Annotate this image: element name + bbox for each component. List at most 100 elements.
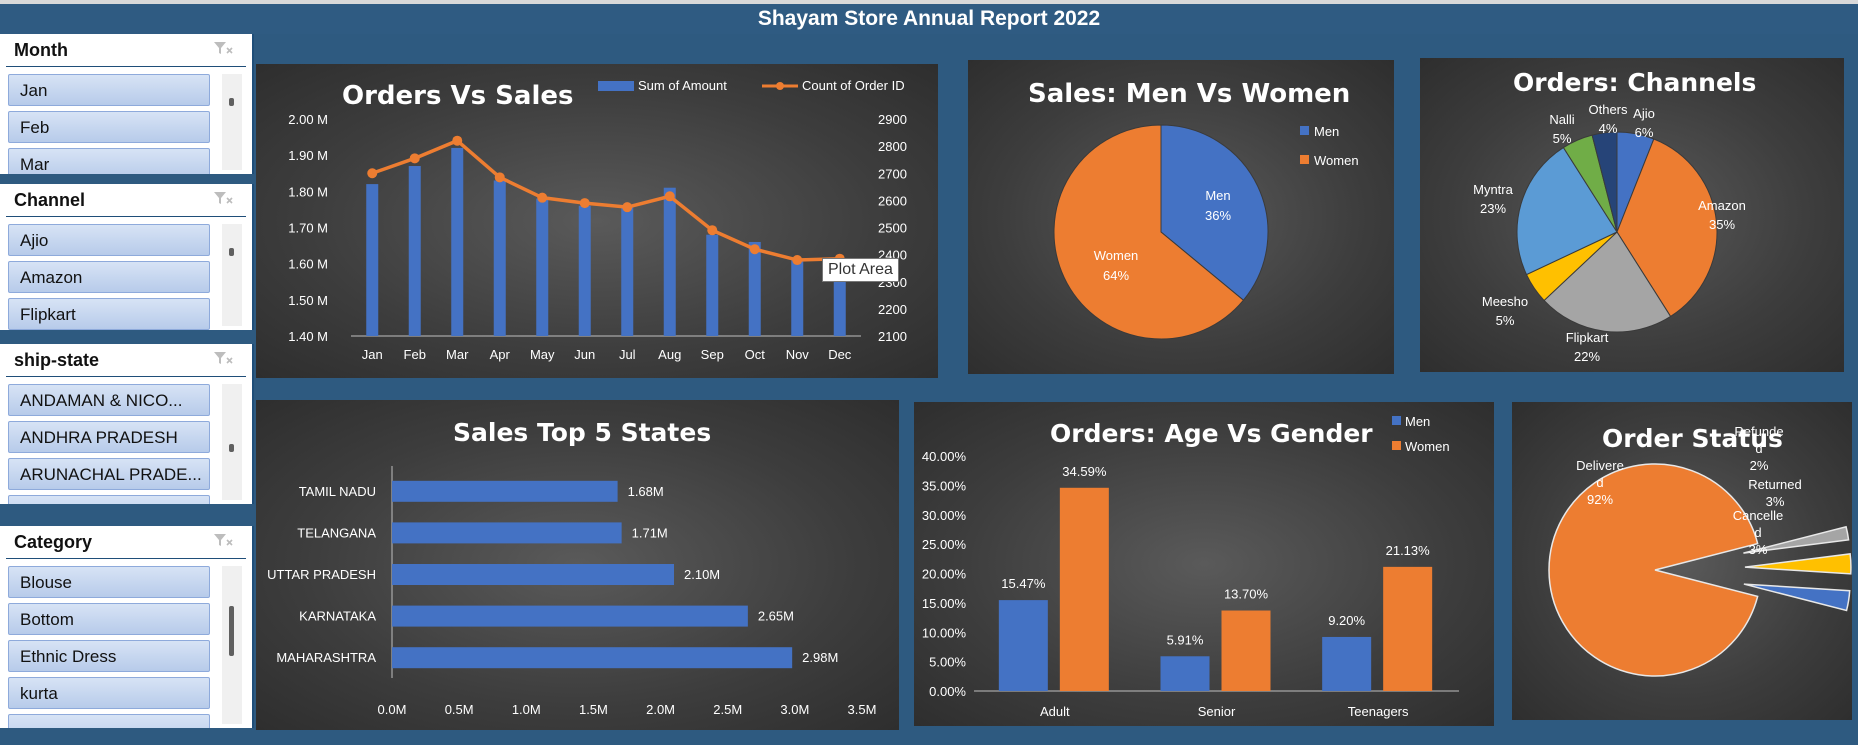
- orders-age-gender-panel[interactable]: Orders: Age Vs Gender Men Women 0.00% 5.00% 1…: [914, 402, 1494, 726]
- slicer-item-ethnic-dress[interactable]: Ethnic Dress: [8, 640, 210, 672]
- order-status-panel[interactable]: Order Status Delivere d 92% Refunde d 2% Return…: [1512, 402, 1852, 720]
- slice-label: Cancelle: [1733, 508, 1784, 523]
- slice-percent: 4%: [1599, 121, 1618, 136]
- clear-filter-icon[interactable]: [212, 350, 234, 371]
- slicer-item-blank[interactable]: [8, 495, 210, 504]
- pie-slice-returned: [1744, 553, 1852, 575]
- orders-vs-sales-chart: Orders Vs Sales Sum of Amount Count of Ord…: [288, 78, 907, 362]
- x-tick-label: Dec: [828, 347, 852, 362]
- slicer-category: Category Blouse Bottom Ethnic Dress kurta: [0, 526, 254, 728]
- orders-point-apr: [494, 172, 505, 183]
- x-tick-label: Mar: [446, 347, 469, 362]
- scrollbar-thumb[interactable]: [229, 98, 234, 106]
- orders-point-nov: [792, 255, 803, 266]
- pie-slice-amazon: [1616, 138, 1718, 318]
- bar-value-label: 2.65M: [758, 609, 794, 624]
- slicer-item-jan[interactable]: Jan: [8, 74, 210, 106]
- slicer-ship-state: ship-state ANDAMAN & NICO... ANDHRA PRADES…: [0, 344, 254, 504]
- slice-label: Nalli: [1549, 112, 1574, 127]
- slicer-item-ajio[interactable]: Ajio: [8, 224, 210, 256]
- bar-value-label: 5.91%: [1167, 632, 1204, 647]
- orders-channels-panel[interactable]: Orders: Channels Ajio 6% Amazon 35% Flipkart 2…: [1420, 58, 1844, 372]
- scrollbar-thumb[interactable]: [229, 606, 234, 656]
- pie-slice-men: [1160, 124, 1269, 301]
- orders-point-sep: [707, 225, 718, 236]
- y2-tick-label: 2500: [878, 221, 907, 236]
- chart-title: Orders: Channels: [1513, 68, 1756, 97]
- slicer-list: Jan Feb Mar: [0, 74, 252, 174]
- legend-swatch-amount: [598, 81, 634, 91]
- y-tick-label: 0.00%: [929, 684, 966, 699]
- legend-label: Men: [1314, 124, 1339, 139]
- bar-dec: [833, 267, 846, 336]
- y-tick-label: 1.50 M: [288, 293, 328, 308]
- bar-value-label: 2.10M: [684, 567, 720, 582]
- slicer-item-flipkart[interactable]: Flipkart: [8, 298, 210, 330]
- clear-filter-icon[interactable]: [212, 40, 234, 61]
- slicer-list: ANDAMAN & NICO... ANDHRA PRADESH ARUNACHAL…: [0, 384, 252, 504]
- order-status-chart: Order Status Delivere d 92% Refunde d 2% Return…: [1548, 424, 1852, 677]
- slicer-item-andhra-pradesh[interactable]: ANDHRA PRADESH: [8, 421, 210, 453]
- bar-may: [536, 198, 549, 336]
- x-tick-label: Senior: [1198, 704, 1236, 719]
- slicer-scrollbar[interactable]: [222, 384, 242, 500]
- slicer-item-bottom[interactable]: Bottom: [8, 603, 210, 635]
- y-tick-label: 1.40 M: [288, 329, 328, 344]
- slicer-item-blank[interactable]: [8, 714, 210, 728]
- slicer-item-feb[interactable]: Feb: [8, 111, 210, 143]
- slice-label: Myntra: [1473, 182, 1514, 197]
- pie-slice-others: [1591, 131, 1618, 233]
- pie-slice-flipkart: [1543, 231, 1672, 333]
- scrollbar-thumb[interactable]: [229, 248, 234, 256]
- x-tick-label: 1.0M: [512, 702, 541, 717]
- x-tick-label: Adult: [1040, 704, 1070, 719]
- y-tick-label: 1.90 M: [288, 148, 328, 163]
- bar-value-label: 21.13%: [1386, 543, 1431, 558]
- legend-swatch: [1392, 441, 1401, 450]
- x-tick-label: Oct: [745, 347, 766, 362]
- scrollbar-thumb[interactable]: [229, 444, 234, 452]
- x-tick-label: 2.0M: [646, 702, 675, 717]
- slicer-item-kurta[interactable]: kurta: [8, 677, 210, 709]
- clear-filter-icon[interactable]: [212, 190, 234, 211]
- slicer-item-andaman-nico[interactable]: ANDAMAN & NICO...: [8, 384, 210, 416]
- slicer-item-mar[interactable]: Mar: [8, 148, 210, 174]
- chart-title: Orders Vs Sales: [342, 81, 573, 111]
- y2-tick-label: 2700: [878, 166, 907, 181]
- x-tick-label: Jun: [574, 347, 595, 362]
- slice-label: Amazon: [1698, 198, 1746, 213]
- slice-percent: 5%: [1496, 313, 1515, 328]
- legend-label-amount: Sum of Amount: [638, 78, 727, 93]
- orders-point-feb: [409, 153, 420, 164]
- category-label: KARNATAKA: [299, 609, 376, 624]
- slice-label: d: [1754, 525, 1761, 540]
- y-tick-label: 35.00%: [922, 478, 967, 493]
- clear-filter-icon[interactable]: [212, 532, 234, 553]
- slicer-scrollbar[interactable]: [222, 74, 242, 170]
- orders-vs-sales-panel[interactable]: Orders Vs Sales Sum of Amount Count of Ord…: [256, 64, 938, 378]
- slicer-item-amazon[interactable]: Amazon: [8, 261, 210, 293]
- slicer-scrollbar[interactable]: [222, 566, 242, 724]
- pie-slice-delivered: [1548, 463, 1759, 677]
- sales-men-women-panel[interactable]: Sales: Men Vs Women Men 36% Women 64% Men Wome…: [968, 60, 1394, 374]
- x-tick-label: 0.0M: [378, 702, 407, 717]
- x-tick-label: Aug: [658, 347, 681, 362]
- slice-percent: 5%: [1553, 131, 1572, 146]
- x-tick-label: Nov: [786, 347, 810, 362]
- spreadsheet-grid-edge: [0, 0, 1858, 4]
- y2-tick-label: 2600: [878, 193, 907, 208]
- slice-percent: 92%: [1587, 492, 1613, 507]
- bar-jan: [366, 184, 379, 336]
- slice-label: Flipkart: [1566, 330, 1609, 345]
- slicer-header: Channel: [6, 184, 246, 217]
- slicer-item-arunachal-prade[interactable]: ARUNACHAL PRADE...: [8, 458, 210, 490]
- legend-label: Women: [1314, 153, 1359, 168]
- x-tick-label: Teenagers: [1348, 704, 1409, 719]
- slicer-scrollbar[interactable]: [222, 224, 242, 326]
- slicer-item-blouse[interactable]: Blouse: [8, 566, 210, 598]
- bar-value-label: 13.70%: [1224, 587, 1269, 602]
- sales-top-states-panel[interactable]: Sales Top 5 States TAMIL NADU 1.68M TELANGA…: [256, 400, 899, 730]
- slicer-header: ship-state: [6, 344, 246, 377]
- y-tick-label: 25.00%: [922, 537, 967, 552]
- slice-label: Men: [1205, 188, 1230, 203]
